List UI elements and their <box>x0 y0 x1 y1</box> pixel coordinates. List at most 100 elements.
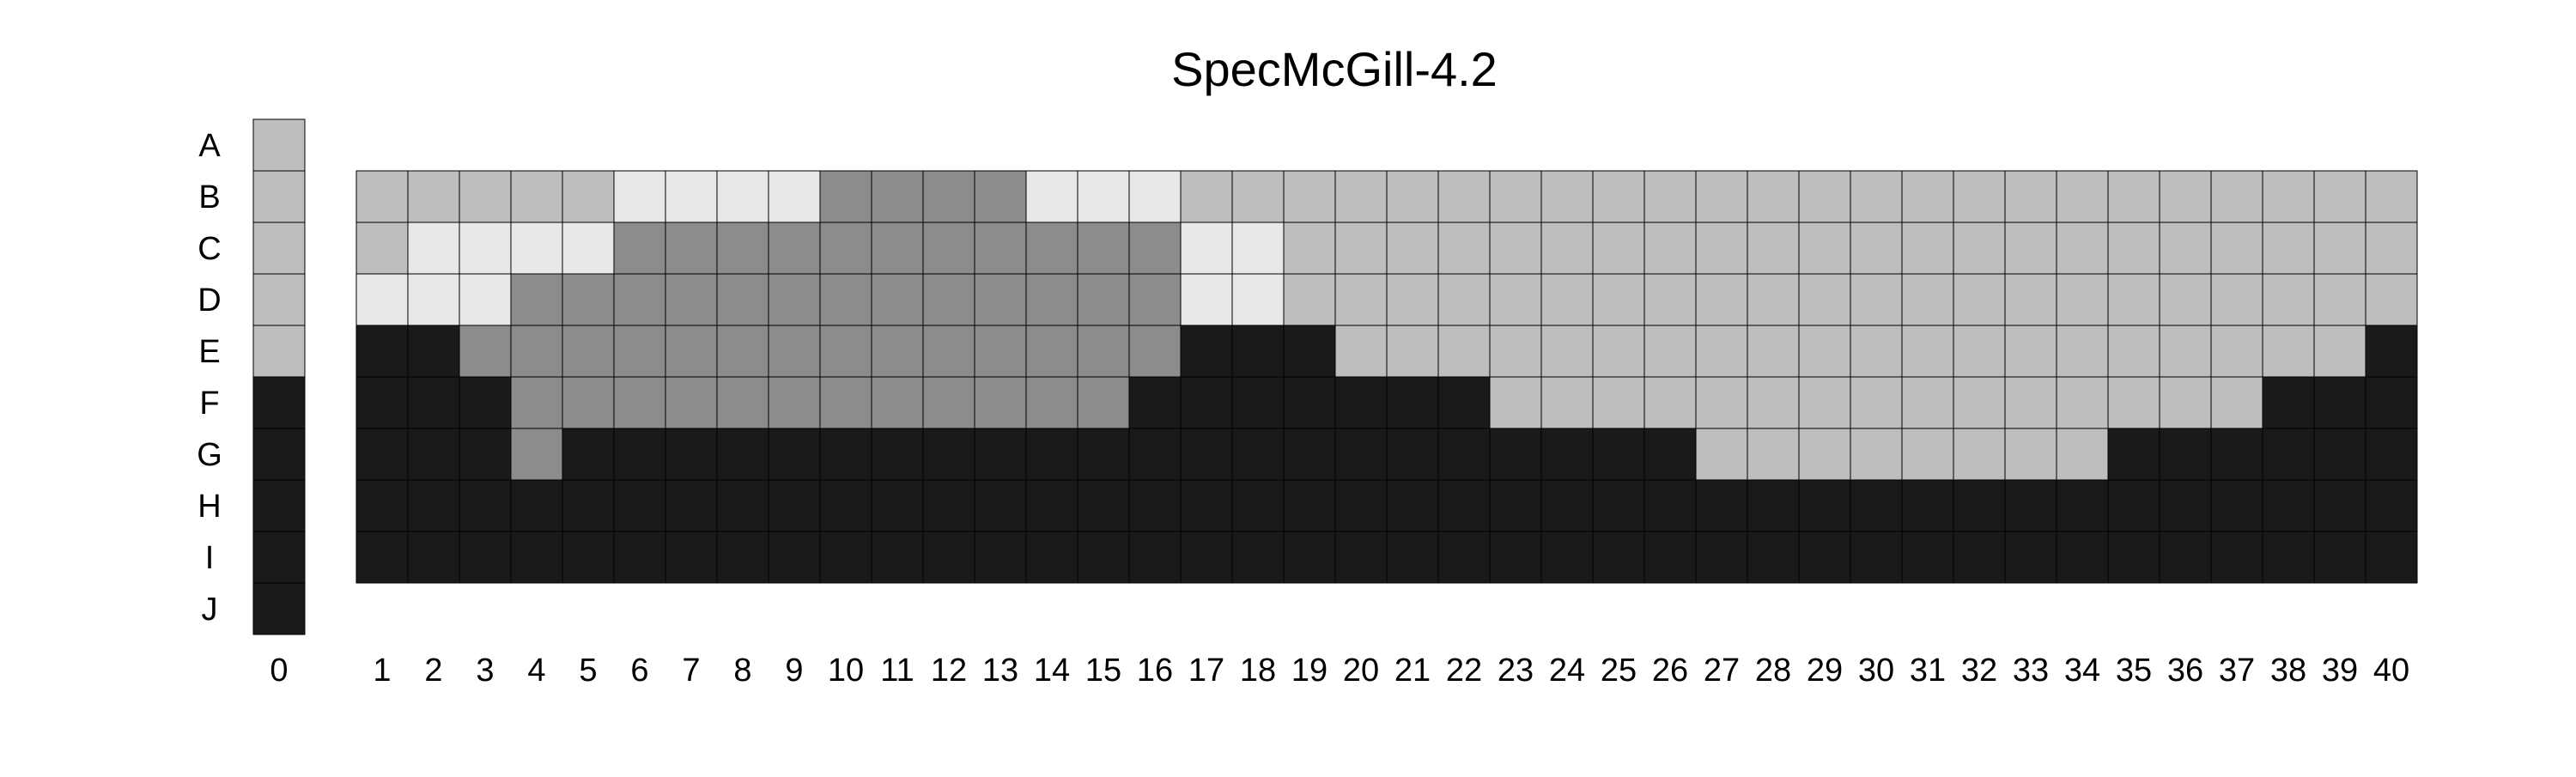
grid-cell-f-10 <box>819 376 872 429</box>
grid-cell-f-11 <box>871 376 924 429</box>
grid-cell-i-35 <box>2107 531 2160 584</box>
grid-cell-b-28 <box>1747 170 1800 223</box>
grid-cell-e-16 <box>1128 325 1182 378</box>
grid-cell-h-27 <box>1695 479 1748 532</box>
grid-cell-i-20 <box>1334 531 1388 584</box>
grid-cell-g-6 <box>613 428 666 481</box>
grid-cell-e-1 <box>355 325 409 378</box>
grid-cell-i-31 <box>1901 531 1954 584</box>
grid-cell-f-34 <box>2056 376 2109 429</box>
grid-cell-c-33 <box>2004 222 2057 275</box>
grid-cell-d-12 <box>922 273 975 326</box>
grid-cell-c-34 <box>2056 222 2109 275</box>
grid-cell-f-19 <box>1283 376 1336 429</box>
grid-cell-g-16 <box>1128 428 1182 481</box>
grid-cell-d-15 <box>1077 273 1130 326</box>
grid-cell-f-36 <box>2159 376 2212 429</box>
grid-cell-h-24 <box>1540 479 1594 532</box>
row-label-c: C <box>197 231 221 267</box>
grid-cell-c-14 <box>1025 222 1078 275</box>
column-label-15: 15 <box>1085 653 1121 689</box>
grid-cell-b-26 <box>1643 170 1697 223</box>
column-label-32: 32 <box>1961 653 1997 689</box>
grid-cell-g-37 <box>2210 428 2263 481</box>
heatmap-grid <box>355 170 2418 584</box>
grid-cell-c-39 <box>2313 222 2366 275</box>
column-label-14: 14 <box>1034 653 1070 689</box>
grid-cell-c-1 <box>355 222 409 275</box>
column-labels: 0 1 2 3 4 5 6 7 8 9 10 11 12 13 14 15 16 17 18 19 20 21 22 23 24… <box>270 653 2409 689</box>
grid-cell-f-6 <box>613 376 666 429</box>
grid-cell-e-17 <box>1180 325 1233 378</box>
column-label-40: 40 <box>2373 653 2409 689</box>
grid-cell-e-2 <box>407 325 460 378</box>
grid-cell-i-7 <box>665 531 718 584</box>
grid-cell-b-33 <box>2004 170 2057 223</box>
grid-cell-g-36 <box>2159 428 2212 481</box>
grid-cell-b-3 <box>459 170 512 223</box>
grid-cell-f-28 <box>1747 376 1800 429</box>
grid-cell-h-23 <box>1489 479 1542 532</box>
column-label-7: 7 <box>682 653 700 689</box>
grid-cell-g-19 <box>1283 428 1336 481</box>
grid-cell-f-32 <box>1953 376 2006 429</box>
column-label-30: 30 <box>1858 653 1894 689</box>
grid-cell-c-11 <box>871 222 924 275</box>
grid-cell-c-7 <box>665 222 718 275</box>
grid-cell-f-27 <box>1695 376 1748 429</box>
grid-cell-c-23 <box>1489 222 1542 275</box>
grid-cell-g-22 <box>1437 428 1491 481</box>
grid-cell-c-40 <box>2365 222 2418 275</box>
grid-cell-d-24 <box>1540 273 1594 326</box>
grid-cell-i-1 <box>355 531 409 584</box>
grid-cell-d-37 <box>2210 273 2263 326</box>
grid-cell-c-26 <box>1643 222 1697 275</box>
column-label-11: 11 <box>880 653 914 689</box>
grid-cell-d-38 <box>2262 273 2315 326</box>
column-label-0: 0 <box>270 653 288 689</box>
grid-cell-d-16 <box>1128 273 1182 326</box>
column-label-2: 2 <box>424 653 442 689</box>
grid-cell-d-30 <box>1850 273 1903 326</box>
row-label-d: D <box>197 282 221 319</box>
grid-cell-e-25 <box>1592 325 1645 378</box>
grid-cell-b-15 <box>1077 170 1130 223</box>
grid-cell-b-4 <box>510 170 563 223</box>
grid-cell-c-22 <box>1437 222 1491 275</box>
column-label-12: 12 <box>931 653 967 689</box>
grid-cell-d-4 <box>510 273 563 326</box>
grid-cell-e-36 <box>2159 325 2212 378</box>
grid-cell-c-38 <box>2262 222 2315 275</box>
grid-cell-g-10 <box>819 428 872 481</box>
grid-cell-c-19 <box>1283 222 1336 275</box>
grid-cell-d-9 <box>768 273 821 326</box>
grid-cell-f-7 <box>665 376 718 429</box>
grid-cell-g-40 <box>2365 428 2418 481</box>
grid-cell-h-31 <box>1901 479 1954 532</box>
grid-cell-e-18 <box>1231 325 1285 378</box>
grid-cell-f-29 <box>1798 376 1851 429</box>
grid-cell-h-3 <box>459 479 512 532</box>
grid-cell-e-29 <box>1798 325 1851 378</box>
grid-cell-b-24 <box>1540 170 1594 223</box>
grid-cell-i-22 <box>1437 531 1491 584</box>
grid-cell-c-24 <box>1540 222 1594 275</box>
grid-cell-c-37 <box>2210 222 2263 275</box>
grid-cell-b-37 <box>2210 170 2263 223</box>
grid-cell-e-5 <box>562 325 615 378</box>
grid-cell-c-18 <box>1231 222 1285 275</box>
grid-cell-g-33 <box>2004 428 2057 481</box>
grid-cell-h-16 <box>1128 479 1182 532</box>
grid-cell-h-34 <box>2056 479 2109 532</box>
grid-cell-h-26 <box>1643 479 1697 532</box>
grid-cell-h-14 <box>1025 479 1078 532</box>
grid-cell-e-24 <box>1540 325 1594 378</box>
grid-cell-f-13 <box>974 376 1027 429</box>
column-label-39: 39 <box>2322 653 2358 689</box>
grid-cell-d-22 <box>1437 273 1491 326</box>
grid-cell-h-28 <box>1747 479 1800 532</box>
grid-cell-b-18 <box>1231 170 1285 223</box>
row-label-e: E <box>198 334 220 370</box>
column-label-20: 20 <box>1343 653 1379 689</box>
